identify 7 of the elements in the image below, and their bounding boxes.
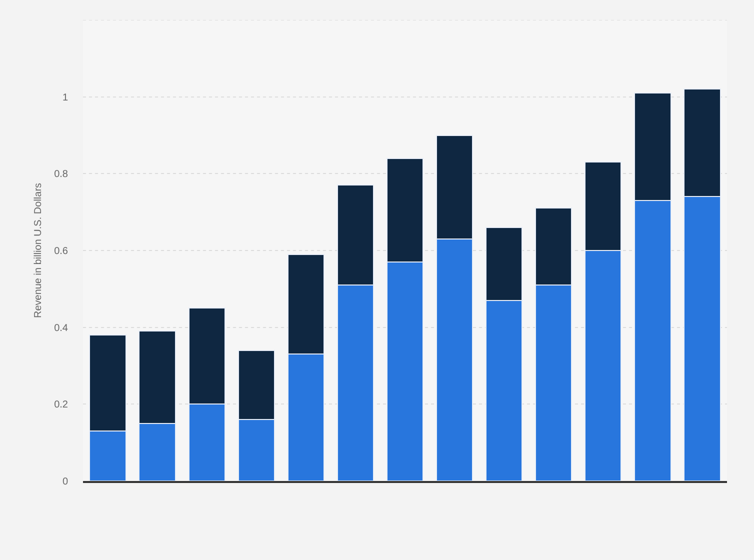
y-tick-label: 0.6 bbox=[54, 246, 68, 257]
y-tick-label: 1 bbox=[62, 92, 68, 104]
y-axis-title: Revenue in billion U.S. Dollars bbox=[33, 182, 44, 318]
y-tick-label: 0.8 bbox=[54, 169, 68, 180]
y-tick-label: 0 bbox=[62, 476, 68, 488]
y-tick-label: 0.2 bbox=[54, 400, 68, 411]
y-tick-label: 0.4 bbox=[54, 322, 68, 334]
